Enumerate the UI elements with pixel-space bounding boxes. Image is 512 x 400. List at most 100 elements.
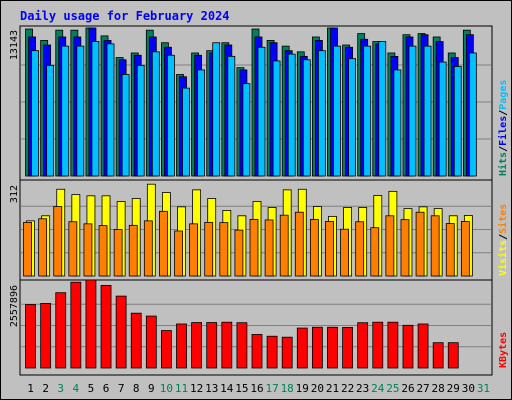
bar-sites-day-8 [128, 224, 138, 277]
bar-kbytes-day-15 [236, 322, 248, 369]
bar-pages-day-7 [121, 74, 130, 177]
day-label-6: 6 [103, 382, 110, 395]
bar-kbytes-day-7 [115, 295, 127, 369]
bar-kbytes-day-25 [387, 321, 399, 369]
bar-pages-day-5 [91, 41, 100, 177]
bar-sites-day-3 [53, 206, 63, 277]
bar-pages-day-8 [136, 64, 145, 177]
bar-pages-day-28 [438, 61, 447, 177]
bar-kbytes-day-10 [161, 330, 172, 369]
panel-kbytes: 2557896 KBytes [9, 279, 509, 369]
bar-sites-day-5 [83, 223, 93, 277]
scale-label: 2557896 [9, 285, 20, 327]
bar-pages-day-2 [46, 64, 55, 177]
bar-sites-day-7 [113, 229, 123, 277]
bar-sites-day-22 [340, 228, 349, 277]
legend-middle: Visits/Sites [497, 204, 509, 276]
bar-sites-day-6 [98, 225, 108, 277]
bar-kbytes-day-28 [432, 342, 444, 369]
day-label-28: 28 [432, 382, 445, 395]
day-label-8: 8 [133, 382, 140, 395]
bar-pages-day-20 [317, 50, 326, 177]
day-label-17: 17 [265, 382, 278, 395]
bar-kbytes-day-9 [145, 315, 157, 369]
day-label-9: 9 [148, 382, 155, 395]
day-label-24: 24 [371, 382, 385, 395]
bar-kbytes-day-19 [296, 327, 308, 369]
bar-pages-day-15 [242, 83, 251, 177]
bar-pages-day-9 [151, 51, 160, 177]
scale-label: 13143 [9, 30, 20, 60]
bar-pages-day-3 [61, 45, 70, 177]
bar-kbytes-day-23 [357, 322, 369, 369]
bar-sites-day-21 [325, 221, 334, 277]
bar-kbytes-day-1 [25, 303, 36, 369]
day-label-11: 11 [175, 382, 188, 395]
bar-pages-day-12 [197, 69, 206, 177]
plot-border [19, 25, 493, 376]
bar-pages-day-11 [182, 87, 190, 177]
bar-sites-day-29 [445, 223, 455, 277]
bar-sites-day-9 [143, 220, 153, 277]
bar-sites-day-19 [294, 211, 304, 277]
bar-sites-day-10 [159, 210, 168, 277]
bar-pages-day-17 [272, 60, 281, 177]
bar-kbytes-day-21 [327, 326, 338, 369]
legend-entry: Visits [497, 240, 509, 276]
bar-pages-day-1 [31, 50, 39, 177]
bar-pages-day-6 [106, 43, 115, 177]
bar-sites-day-28 [430, 215, 440, 277]
legend-top: Hits/Files/Pages [497, 80, 509, 176]
bar-kbytes-day-14 [221, 321, 233, 369]
day-label-30: 30 [462, 382, 475, 395]
bar-pages-day-24 [378, 41, 387, 177]
legend-entry: Pages [498, 80, 509, 110]
bar-pages-day-10 [167, 54, 175, 177]
day-label-27: 27 [416, 382, 429, 395]
day-label-2: 2 [42, 382, 49, 395]
bar-kbytes-day-13 [206, 322, 218, 369]
bar-pages-day-19 [302, 59, 311, 177]
legend-entry: / [498, 146, 509, 152]
bar-kbytes-day-16 [251, 334, 263, 369]
bar-pages-day-21 [333, 45, 341, 177]
bar-sites-day-14 [219, 222, 229, 277]
day-label-10: 10 [160, 382, 173, 395]
bar-kbytes-day-12 [191, 322, 203, 369]
bar-kbytes-day-5 [85, 279, 97, 369]
bar-pages-day-13 [212, 42, 221, 177]
bar-pages-day-22 [348, 58, 356, 177]
bar-pages-day-14 [227, 55, 236, 177]
bar-sites-day-15 [234, 229, 244, 277]
legend-entry: / [498, 234, 509, 240]
bar-kbytes-day-20 [311, 326, 323, 369]
bar-sites-day-12 [189, 223, 199, 277]
bar-kbytes-day-3 [55, 292, 67, 369]
day-label-20: 20 [311, 382, 324, 395]
legend-entry: Files [497, 116, 509, 146]
bar-sites-day-23 [355, 221, 365, 277]
bar-pages-day-4 [76, 45, 85, 177]
day-label-5: 5 [88, 382, 95, 395]
legend-bottom: KBytes [498, 332, 509, 368]
scale-label: 312 [9, 185, 20, 203]
bar-pages-day-26 [408, 45, 417, 177]
bar-sites-day-2 [38, 218, 48, 277]
bar-sites-day-24 [370, 227, 380, 277]
day-label-22: 22 [341, 382, 354, 395]
day-label-26: 26 [401, 382, 414, 395]
day-label-29: 29 [447, 382, 460, 395]
bar-sites-day-18 [279, 214, 289, 277]
day-label-15: 15 [235, 382, 248, 395]
bar-sites-day-27 [415, 211, 425, 277]
bar-kbytes-day-18 [281, 336, 293, 369]
bar-sites-day-26 [400, 219, 410, 277]
bar-sites-day-16 [249, 218, 259, 277]
day-label-23: 23 [356, 382, 369, 395]
day-label-18: 18 [281, 382, 294, 395]
day-label-12: 12 [190, 382, 203, 395]
day-label-14: 14 [220, 382, 234, 395]
panel-visits-sites: 312 Visits/Sites [9, 179, 509, 277]
